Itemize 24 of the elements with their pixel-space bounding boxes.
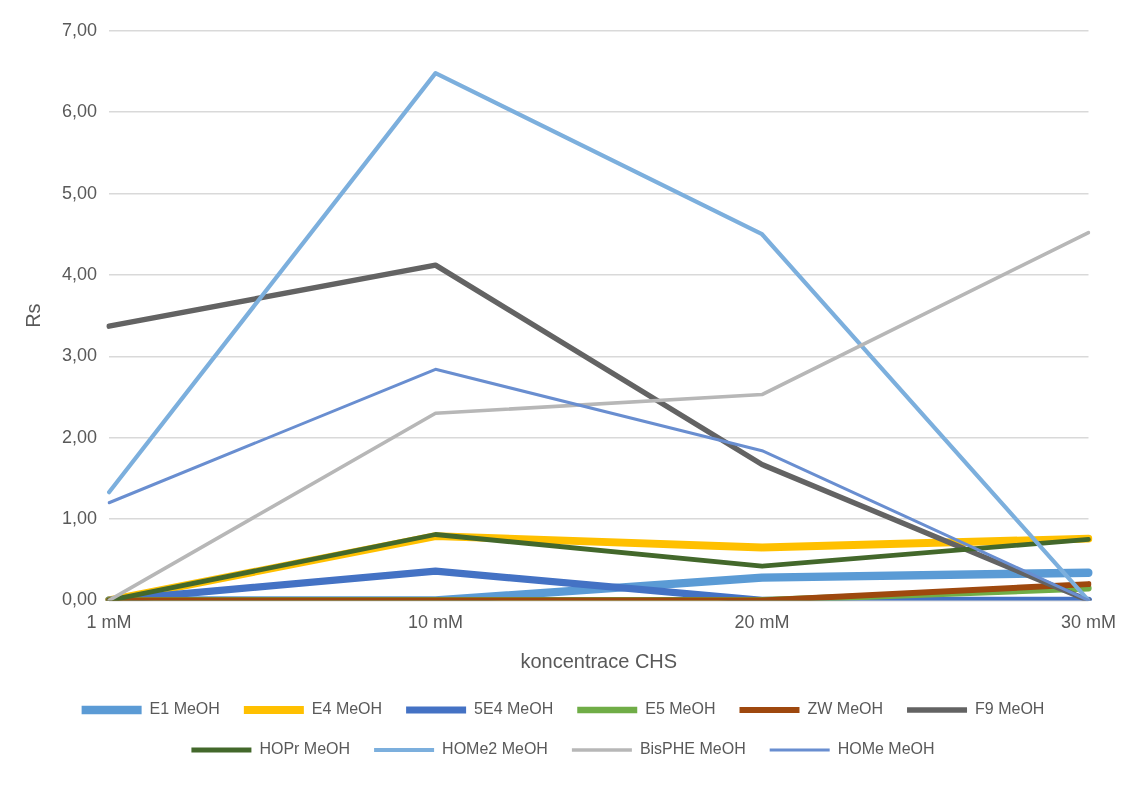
legend-label: HOPr MeOH [259, 740, 351, 758]
y-tick-label: 2,00 [61, 426, 98, 447]
legend-label: E5 MeOH [645, 700, 716, 718]
y-tick-label: 0,00 [61, 589, 98, 610]
legend-label: F9 MeOH [975, 700, 1045, 718]
legend-label: ZW MeOH [807, 700, 884, 718]
x-tick-label: 10 mM [408, 612, 464, 633]
y-tick-label: 7,00 [61, 19, 98, 40]
x-tick-label: 30 mM [1060, 612, 1116, 633]
x-tick-label: 20 mM [734, 612, 790, 633]
legend-label: E4 MeOH [311, 700, 383, 718]
legend-label: BisPHE MeOH [639, 740, 746, 758]
legend-label: HOMe2 MeOH [442, 740, 548, 758]
y-tick-label: 6,00 [61, 101, 98, 122]
y-axis-title: Rs [21, 303, 44, 328]
y-tick-label: 1,00 [61, 508, 98, 528]
y-tick-label: 3,00 [61, 345, 98, 366]
x-tick-label: 1 mM [86, 612, 132, 633]
legend-label: E1 MeOH [149, 700, 220, 718]
legend-label: HOMe MeOH [837, 740, 935, 758]
legend-label: 5E4 MeOH [474, 700, 554, 718]
y-tick-label: 5,00 [61, 182, 98, 203]
y-tick-label: 4,00 [61, 263, 98, 284]
x-axis-title: koncentrace CHS [520, 649, 678, 672]
